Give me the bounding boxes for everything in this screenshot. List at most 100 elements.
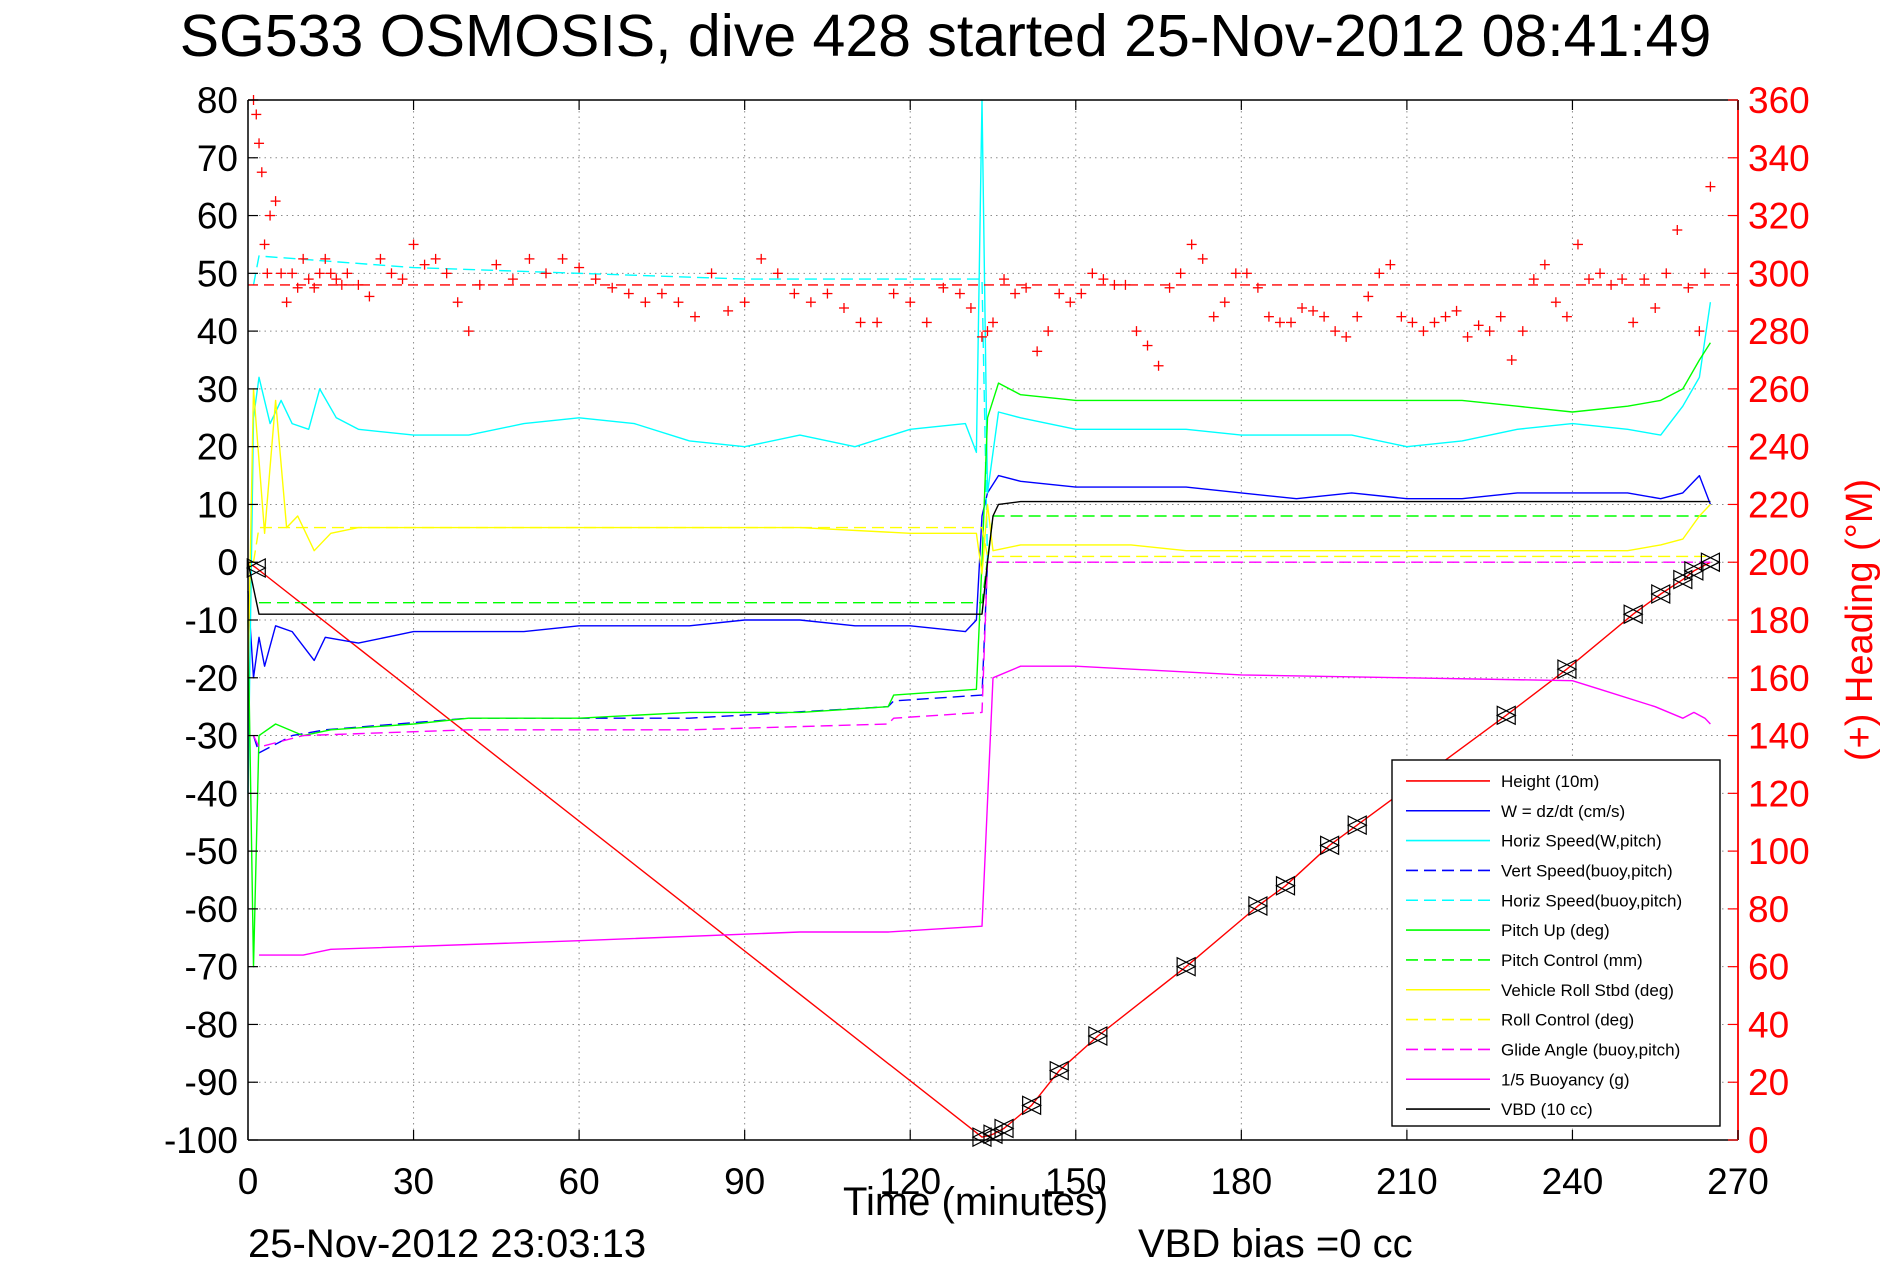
heading-marker	[1661, 268, 1672, 279]
y2-tick-label: 180	[1748, 600, 1810, 641]
heading-marker	[524, 253, 535, 264]
y2-axis-label: (+) Heading (°M)	[1839, 479, 1881, 761]
heading-marker	[1699, 268, 1710, 279]
legend-entry: Vert Speed(buoy,pitch)	[1406, 861, 1673, 880]
vbd-bias-note: VBD bias =0 cc	[1138, 1222, 1413, 1266]
y-tick-label: -50	[185, 831, 238, 872]
heading-marker	[1308, 305, 1319, 316]
heading-marker	[314, 268, 325, 279]
x-tick-label: 120	[879, 1161, 941, 1202]
series-line	[247, 388, 1711, 678]
heading-marker	[287, 268, 298, 279]
heading-marker	[1572, 239, 1583, 250]
legend-label: Horiz Speed(buoy,pitch)	[1501, 891, 1682, 910]
heading-marker	[623, 288, 634, 299]
x-tick-label: 0	[238, 1161, 259, 1202]
heading-marker	[1385, 259, 1396, 270]
heading-marker	[1043, 326, 1054, 337]
heading-marker	[1451, 305, 1462, 316]
y2-tick-label: 140	[1748, 716, 1810, 757]
heading-marker	[905, 297, 916, 308]
legend-entry: VBD (10 cc)	[1406, 1100, 1593, 1119]
heading-marker	[976, 331, 987, 342]
heading-marker	[1175, 268, 1186, 279]
heading-marker	[1595, 268, 1606, 279]
heading-marker	[408, 239, 419, 250]
heading-marker	[270, 196, 281, 207]
heading-marker	[1705, 181, 1716, 192]
heading-marker	[1506, 355, 1517, 365]
depth-marker	[1275, 875, 1296, 896]
y-tick-label: 20	[197, 427, 238, 468]
y-tick-label: -90	[185, 1062, 238, 1103]
y2-tick-label: 120	[1748, 773, 1810, 814]
heading-marker	[1164, 282, 1175, 293]
y2-tick-label: 20	[1748, 1062, 1789, 1103]
y-tick-label: -80	[185, 1004, 238, 1045]
heading-marker	[921, 317, 932, 328]
chart-title: SG533 OSMOSIS, dive 428 started 25-Nov-2…	[179, 3, 1712, 69]
y2-tick-label: 100	[1748, 831, 1810, 872]
footer-date: 25-Nov-2012 23:03:13	[248, 1222, 647, 1266]
heading-marker	[1363, 291, 1374, 302]
heading-marker	[1076, 288, 1087, 299]
heading-marker	[673, 297, 684, 308]
heading-marker	[1230, 268, 1241, 279]
heading-marker	[739, 297, 750, 308]
heading-marker	[1054, 288, 1065, 299]
legend-label: Vert Speed(buoy,pitch)	[1501, 861, 1673, 880]
y-tick-label: 80	[197, 80, 238, 121]
legend-label: Glide Angle (buoy,pitch)	[1501, 1040, 1680, 1059]
y2-tick-label: 80	[1748, 889, 1789, 930]
heading-marker	[1319, 311, 1330, 322]
heading-marker	[1584, 274, 1594, 285]
heading-marker	[999, 274, 1010, 285]
heading-marker	[1374, 268, 1385, 279]
y-tick-label: -70	[185, 947, 238, 988]
y-tick-label: 60	[197, 196, 238, 237]
depth-marker	[972, 1127, 993, 1148]
series-line	[259, 665, 1711, 956]
heading-marker	[251, 109, 262, 120]
x-tick-label: 150	[1045, 1161, 1107, 1202]
y-tick-label: 70	[197, 138, 238, 179]
y2-tick-label: 320	[1748, 196, 1810, 237]
heading-marker	[1186, 239, 1197, 250]
y2-tick-label: 240	[1748, 427, 1810, 468]
y2-tick-label: 340	[1748, 138, 1810, 179]
heading-marker	[1065, 297, 1076, 308]
y2-tick-label: 160	[1748, 658, 1810, 699]
depth-marker	[1557, 659, 1578, 680]
depth-marker	[1248, 896, 1269, 916]
heading-marker	[1352, 311, 1363, 322]
legend-entry: Pitch Up (deg)	[1406, 921, 1610, 940]
heading-marker	[262, 268, 273, 279]
x-tick-label: 180	[1210, 1161, 1272, 1202]
legend-label: VBD (10 cc)	[1501, 1100, 1593, 1119]
heading-marker	[855, 317, 866, 328]
heading-marker	[1021, 282, 1032, 293]
y2-tick-label: 260	[1748, 369, 1810, 410]
heading-marker	[1462, 331, 1473, 342]
heading-marker	[954, 288, 965, 299]
heading-marker	[872, 317, 883, 328]
y-tick-label: 40	[197, 311, 238, 352]
depth-marker	[1320, 835, 1340, 856]
depth-marker	[1496, 705, 1517, 726]
legend-entry: Roll Control (deg)	[1406, 1011, 1634, 1030]
heading-marker	[292, 282, 303, 293]
series-line	[252, 255, 989, 563]
heading-marker	[965, 303, 976, 313]
series-line	[252, 526, 1711, 563]
depth-marker	[983, 1124, 1004, 1145]
depth-marker	[1651, 584, 1672, 604]
heading-marker	[325, 268, 336, 279]
y2-tick-label: 200	[1748, 542, 1810, 583]
heading-marker	[541, 268, 551, 279]
heading-marker	[320, 253, 331, 264]
heading-marker	[1341, 331, 1352, 342]
heading-marker	[1109, 279, 1120, 290]
legend-entry: W = dz/dt (cm/s)	[1406, 802, 1625, 821]
heading-marker	[1131, 326, 1142, 337]
heading-marker	[1617, 274, 1628, 285]
